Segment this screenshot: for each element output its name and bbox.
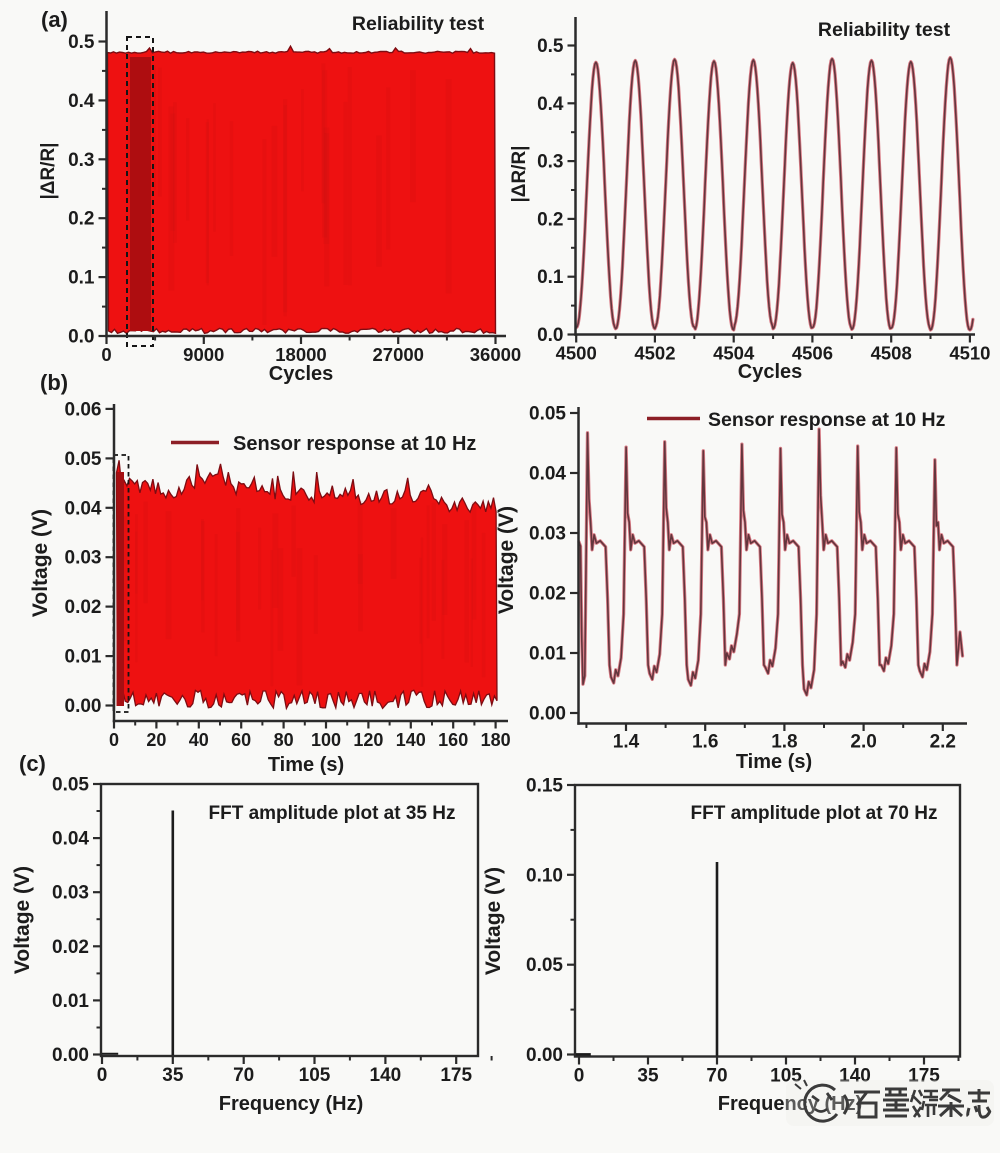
svg-text:4510: 4510	[949, 343, 990, 364]
svg-text:Reliability test: Reliability test	[352, 13, 485, 35]
svg-text:(a): (a)	[41, 7, 68, 32]
svg-text:35: 35	[162, 1065, 184, 1086]
svg-text:40: 40	[189, 730, 209, 750]
svg-text:120: 120	[353, 730, 383, 750]
svg-text:175: 175	[440, 1065, 472, 1086]
svg-text:Sensor response at 10 Hz: Sensor response at 10 Hz	[708, 409, 946, 431]
svg-text:0: 0	[109, 730, 119, 750]
svg-text:0.04: 0.04	[52, 829, 89, 850]
svg-text:Frequency (Hz): Frequency (Hz)	[219, 1093, 363, 1115]
svg-text:Sensor response at 10 Hz: Sensor response at 10 Hz	[233, 433, 476, 455]
svg-text:0.4: 0.4	[537, 94, 564, 115]
svg-text:60: 60	[231, 730, 251, 750]
svg-text:4508: 4508	[871, 343, 912, 364]
svg-text:0.00: 0.00	[529, 704, 566, 725]
svg-text:0: 0	[101, 344, 111, 365]
svg-text:0.05: 0.05	[529, 404, 566, 425]
svg-text:0.06: 0.06	[65, 399, 102, 420]
svg-text:0: 0	[574, 1066, 585, 1087]
svg-text:0.10: 0.10	[526, 865, 563, 886]
svg-text:0.04: 0.04	[65, 498, 102, 519]
svg-text:70: 70	[233, 1065, 254, 1086]
svg-text:1.4: 1.4	[613, 732, 640, 753]
svg-text:0.2: 0.2	[537, 209, 563, 230]
svg-text:Voltage (V): Voltage (V)	[29, 509, 52, 617]
svg-text:0.5: 0.5	[537, 36, 564, 57]
svg-text:Voltage (V): Voltage (V)	[495, 506, 518, 614]
svg-text:Voltage (V): Voltage (V)	[482, 867, 505, 975]
svg-text:80: 80	[274, 730, 294, 750]
svg-text:105: 105	[770, 1066, 802, 1087]
svg-text:0.02: 0.02	[52, 937, 89, 958]
svg-text:36000: 36000	[470, 344, 521, 365]
svg-text:0.4: 0.4	[68, 91, 95, 112]
svg-text:0.5: 0.5	[68, 32, 95, 53]
svg-text:0.00: 0.00	[526, 1045, 563, 1066]
svg-text:140: 140	[370, 1065, 402, 1086]
svg-text:0.3: 0.3	[537, 152, 563, 173]
svg-text:0.2: 0.2	[68, 209, 94, 230]
svg-text:Reliability test: Reliability test	[818, 19, 951, 41]
svg-text:0.04: 0.04	[529, 464, 566, 485]
svg-text:FFT amplitude plot at 70 Hz: FFT amplitude plot at 70 Hz	[690, 803, 937, 824]
svg-text:160: 160	[438, 730, 468, 750]
svg-text:0.02: 0.02	[529, 584, 566, 605]
svg-text:0.3: 0.3	[68, 150, 94, 171]
svg-text:4502: 4502	[634, 343, 675, 364]
svg-text:Cycles: Cycles	[738, 361, 803, 383]
svg-text:0.03: 0.03	[52, 883, 89, 904]
svg-text:140: 140	[396, 730, 426, 750]
svg-text:0.01: 0.01	[65, 647, 102, 668]
svg-text:Cycles: Cycles	[269, 363, 334, 385]
svg-text:2.2: 2.2	[930, 732, 956, 753]
svg-text:70: 70	[706, 1066, 727, 1087]
svg-text:0.05: 0.05	[65, 449, 102, 470]
svg-text:0.05: 0.05	[526, 955, 563, 976]
svg-text:0.03: 0.03	[65, 548, 102, 569]
svg-text:0.00: 0.00	[65, 696, 102, 717]
svg-text:0.01: 0.01	[529, 644, 566, 665]
svg-text:0.0: 0.0	[68, 327, 94, 348]
svg-text:(c): (c)	[19, 751, 46, 776]
svg-text:100: 100	[311, 730, 341, 750]
svg-text:Voltage (V): Voltage (V)	[11, 866, 34, 974]
svg-text:Time (s): Time (s)	[736, 751, 812, 773]
svg-text:1.6: 1.6	[692, 732, 718, 753]
svg-text:0.03: 0.03	[529, 524, 566, 545]
svg-text:2.0: 2.0	[850, 732, 876, 753]
svg-text:180: 180	[481, 730, 511, 750]
svg-text:4504: 4504	[713, 343, 755, 364]
svg-text:1.8: 1.8	[771, 732, 797, 753]
svg-text:|ΔR/R|: |ΔR/R|	[38, 142, 59, 199]
svg-text:0.00: 0.00	[52, 1045, 89, 1066]
svg-text:0.0: 0.0	[537, 325, 563, 346]
svg-text:0.1: 0.1	[537, 267, 564, 288]
svg-text:18000: 18000	[275, 344, 326, 365]
svg-text:0.1: 0.1	[68, 268, 95, 289]
svg-text:175: 175	[908, 1066, 940, 1087]
svg-text:105: 105	[299, 1065, 331, 1086]
svg-text:FFT amplitude plot at 35 Hz: FFT amplitude plot at 35 Hz	[208, 803, 455, 824]
svg-text:4506: 4506	[792, 343, 833, 364]
svg-text:0.05: 0.05	[52, 775, 89, 796]
svg-text:0.01: 0.01	[52, 991, 89, 1012]
svg-text:4500: 4500	[556, 343, 597, 364]
svg-text:(b): (b)	[40, 370, 68, 395]
svg-text:20: 20	[146, 730, 166, 750]
svg-text:27000: 27000	[373, 344, 424, 365]
svg-text:0: 0	[97, 1065, 108, 1086]
svg-text:Time (s): Time (s)	[268, 754, 344, 776]
svg-text:0.15: 0.15	[526, 775, 563, 796]
svg-text:9000: 9000	[183, 344, 224, 365]
svg-text:35: 35	[637, 1066, 659, 1087]
svg-text:140: 140	[839, 1066, 871, 1087]
svg-text:0.02: 0.02	[65, 597, 102, 618]
svg-text:|ΔR/R|: |ΔR/R|	[509, 145, 530, 202]
